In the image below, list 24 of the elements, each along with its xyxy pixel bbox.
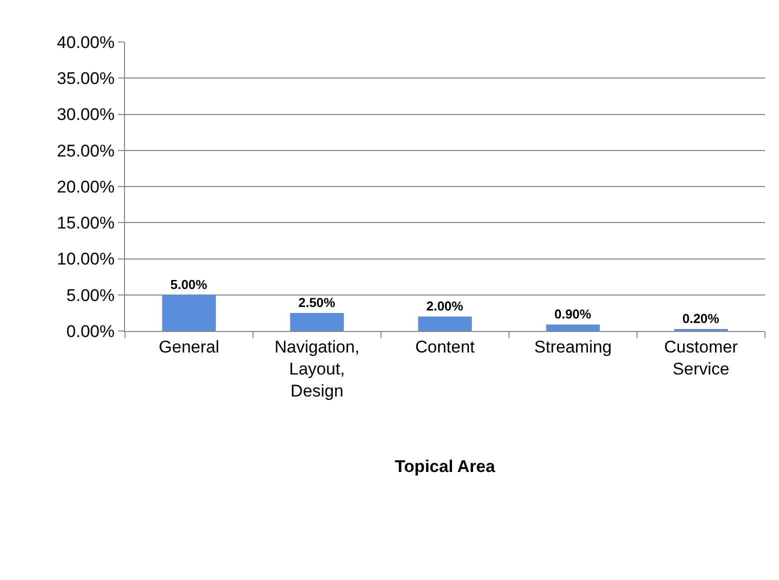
y-tick-label: 5.00% [66, 286, 115, 305]
y-tick-label: 25.00% [56, 141, 115, 160]
y-tick-label: 0.00% [66, 322, 115, 341]
bar [546, 324, 600, 331]
x-tick-label: Customer Service [664, 337, 738, 378]
data-label: 5.00% [170, 276, 208, 292]
x-tick-label: General [158, 337, 220, 356]
y-tick-label: 30.00% [56, 105, 115, 124]
y-tick-label: 40.00% [56, 32, 115, 52]
data-label: 2.00% [426, 298, 464, 314]
y-tick-label: 15.00% [56, 214, 115, 233]
data-label: 0.90% [554, 306, 592, 322]
bar [290, 312, 344, 331]
y-tick-label: 20.00% [56, 177, 115, 196]
y-tick-label: 35.00% [56, 69, 115, 88]
x-tick-label: Navigation, Layout, Design [274, 337, 360, 401]
x-tick-label: Streaming [534, 337, 612, 356]
data-label: 2.50% [298, 294, 336, 310]
x-axis-title: Topical Area [394, 457, 496, 476]
y-tick-label: 10.00% [56, 250, 115, 269]
bar [162, 294, 216, 331]
data-label: 0.20% [682, 311, 720, 326]
bar [418, 316, 472, 331]
x-tick-label: Content [415, 337, 476, 356]
